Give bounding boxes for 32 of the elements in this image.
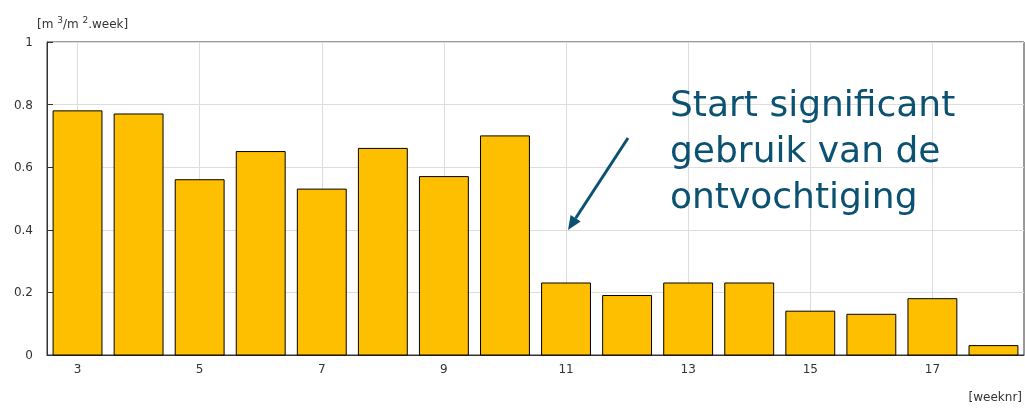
bar [663, 282, 714, 356]
bar [52, 110, 103, 356]
bar [785, 310, 836, 356]
bar [602, 295, 653, 356]
x-tick-label: 17 [924, 362, 941, 376]
x-tick-label: 5 [195, 362, 204, 376]
bar [907, 298, 958, 356]
bar [296, 188, 347, 356]
bar [357, 147, 408, 356]
y-tick-label: 0.4 [13, 222, 33, 237]
y-tick-label: 0.6 [13, 160, 33, 175]
bar [235, 151, 286, 356]
annotation: Start significant gebruik van de ontvochtiging [670, 82, 967, 216]
y-tick-label: 1 [25, 35, 33, 49]
x-tick-label: 9 [440, 362, 448, 376]
y-tick-label: 0 [25, 348, 33, 362]
bar [480, 135, 530, 356]
bar [418, 176, 469, 356]
bar [174, 179, 225, 356]
bar [968, 345, 1019, 356]
x-tick-label: 13 [680, 362, 696, 376]
bar [724, 282, 775, 356]
x-tick-label: 11 [558, 362, 574, 376]
bar [113, 113, 164, 356]
y-tick-label: 0.2 [13, 285, 33, 300]
y-tick-label: 0.8 [13, 97, 33, 112]
x-tick-label: 3 [73, 362, 82, 376]
bar [846, 313, 897, 356]
bar [541, 282, 591, 356]
x-axis-title: [weeknr] [968, 390, 1022, 404]
x-tick-label: 15 [802, 362, 818, 376]
x-tick-label: 7 [317, 362, 326, 376]
